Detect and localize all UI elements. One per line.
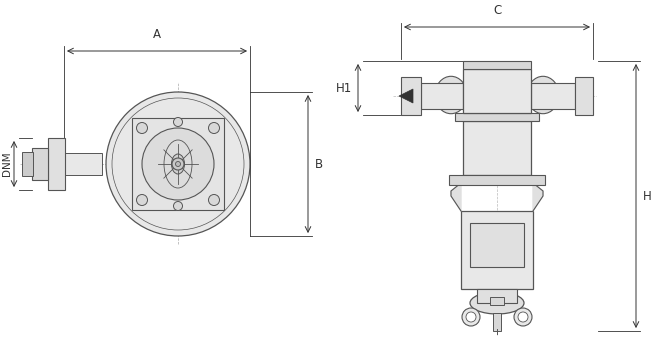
- Text: DNM: DNM: [2, 152, 12, 176]
- Bar: [477, 289, 517, 303]
- Bar: [449, 175, 545, 185]
- Circle shape: [466, 312, 476, 322]
- Text: H1: H1: [336, 81, 352, 95]
- Polygon shape: [399, 89, 413, 103]
- Circle shape: [137, 195, 148, 205]
- Circle shape: [209, 122, 220, 134]
- Text: B: B: [315, 158, 323, 171]
- Circle shape: [172, 158, 184, 170]
- Bar: [455, 113, 539, 121]
- Ellipse shape: [527, 76, 559, 114]
- Circle shape: [518, 312, 528, 322]
- Circle shape: [514, 308, 532, 326]
- Text: H: H: [643, 190, 652, 202]
- Bar: [575, 77, 593, 115]
- Bar: [493, 313, 501, 331]
- Circle shape: [173, 201, 182, 211]
- Circle shape: [209, 195, 220, 205]
- Bar: [490, 297, 504, 305]
- Bar: [48, 138, 65, 190]
- Bar: [22, 152, 33, 176]
- Ellipse shape: [470, 292, 524, 314]
- Bar: [461, 211, 533, 289]
- Bar: [421, 83, 463, 109]
- Circle shape: [142, 128, 214, 200]
- Bar: [463, 121, 531, 175]
- Bar: [531, 83, 575, 109]
- Bar: [470, 223, 524, 267]
- Circle shape: [175, 161, 181, 166]
- Polygon shape: [451, 183, 461, 211]
- Circle shape: [462, 308, 480, 326]
- Text: C: C: [493, 4, 501, 17]
- Circle shape: [106, 92, 250, 236]
- Ellipse shape: [171, 154, 184, 174]
- Polygon shape: [533, 183, 543, 211]
- Bar: [401, 77, 421, 115]
- Text: A: A: [153, 28, 161, 41]
- Bar: [32, 148, 48, 180]
- Bar: [132, 118, 224, 210]
- Circle shape: [137, 122, 148, 134]
- Ellipse shape: [109, 103, 247, 225]
- Bar: [463, 69, 531, 113]
- Ellipse shape: [435, 76, 467, 114]
- Circle shape: [173, 118, 182, 126]
- Bar: [463, 61, 531, 69]
- Bar: [64, 153, 102, 175]
